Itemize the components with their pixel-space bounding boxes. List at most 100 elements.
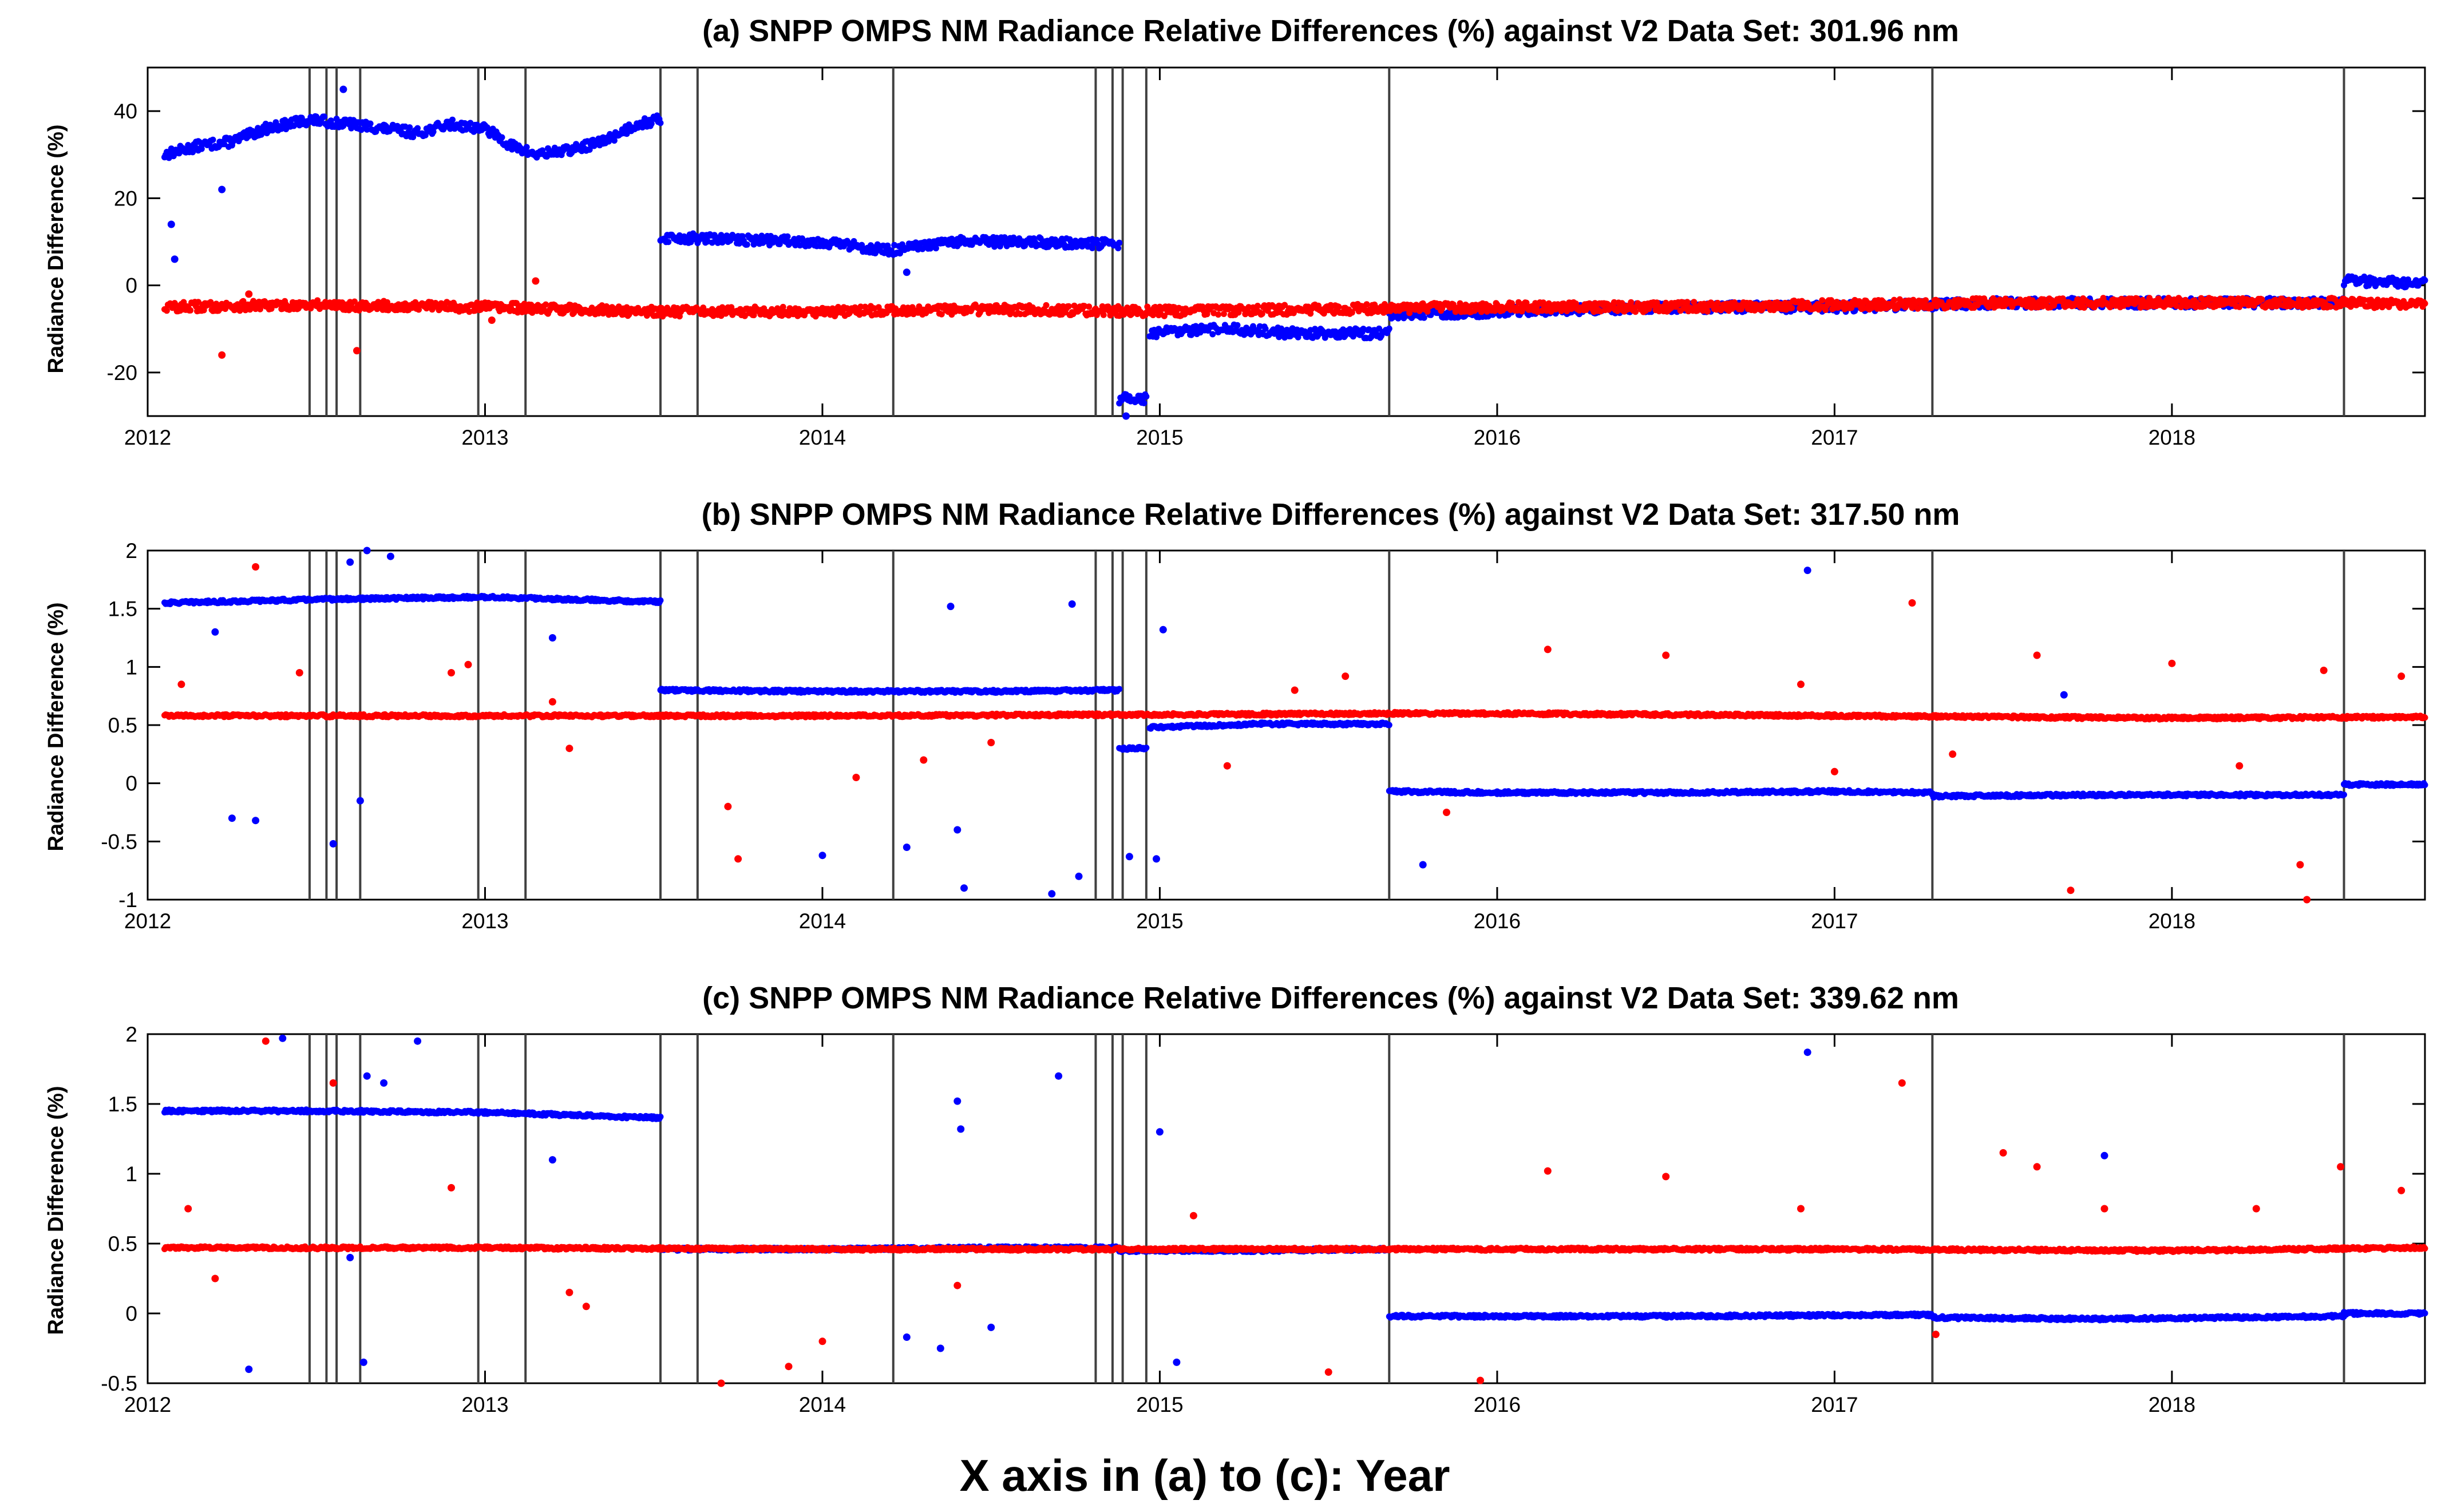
panel-b-xtick-label: 2016 [1474, 909, 1521, 933]
panel-a-data-point [290, 122, 297, 129]
panel-a-outlier-point [171, 255, 179, 263]
panel-a-data-point [1363, 301, 1370, 308]
panel-a-data-point [586, 147, 593, 153]
panel-a-outlier-point [218, 185, 226, 193]
panel-a-data-point [1335, 303, 1342, 310]
panel-a-outlier-point [339, 85, 347, 93]
panel-a-outlier-point [353, 347, 361, 355]
panel-a-data-point [449, 116, 456, 123]
panel-b-title: (b) SNPP OMPS NM Radiance Relative Diffe… [702, 497, 1960, 532]
panel-b-xtick-label: 2013 [461, 909, 508, 933]
panel-a-data-point [1141, 399, 1148, 406]
panel-a-data-point [2327, 303, 2334, 310]
panel-a-ytick-label: 40 [114, 100, 137, 123]
panel-a-xtick-label: 2012 [124, 426, 171, 449]
panel-b-xtick-label: 2014 [799, 909, 846, 933]
panel-a-data-point [648, 120, 655, 127]
panel-a-ytick-label: 20 [114, 187, 137, 210]
panel-a-data-point [2258, 296, 2265, 303]
panel-a-data-point [1215, 311, 1222, 318]
panel-a-data-point [991, 243, 998, 250]
panel-b-ytick-label: -1 [118, 888, 137, 912]
panel-b-ytick-label: 0 [125, 772, 137, 795]
panel-a-data-point [1632, 308, 1639, 315]
panel-a-data-point [255, 125, 262, 132]
panel-a-data-point [800, 237, 807, 244]
panel-a-xtick-label: 2014 [799, 426, 846, 449]
panel-a-data-point [1209, 331, 1216, 338]
panel-a-plot-area: 2012 2013 2014 2015 2016 2017 2018 -20 0 20 40 [107, 66, 2428, 449]
panel-a-data-point [897, 250, 903, 257]
panel-a-data-point [1234, 322, 1241, 328]
panel-a-data-point [1262, 326, 1269, 332]
panel-a-data-point [1116, 239, 1123, 246]
panel-a-data-point [340, 122, 347, 129]
panel-a-data-point [523, 144, 530, 151]
panel-a-ytick-label: 0 [125, 274, 137, 298]
panel-a-data-point [797, 242, 804, 249]
panel-a-data-point [410, 134, 417, 140]
panel-a-outlier-point [903, 268, 911, 276]
panel-a-data-point [665, 239, 672, 246]
panel-b-ytick-label: 1 [125, 655, 137, 679]
panel-a-data-point [406, 124, 413, 131]
panel-a: (a) SNPP OMPS NM Radiance Relative Diffe… [44, 14, 2428, 449]
panel-b-xtick-label: 2018 [2149, 909, 2195, 933]
panel-a-data-point [2422, 277, 2428, 284]
panel-a-ytick-label: -20 [107, 361, 137, 385]
panel-a-data-point [321, 113, 327, 120]
panel-b-xtick-label: 2012 [124, 909, 171, 933]
panel-a-data-point [611, 137, 618, 144]
panel-a-xtick-label: 2018 [2149, 426, 2195, 449]
panel-a-outlier-point [1122, 412, 1130, 420]
panel-a-data-point [221, 141, 228, 148]
panel-a-data-point [484, 124, 490, 131]
panel-b-data-point [657, 597, 664, 604]
panel-a-data-point [1819, 297, 1826, 304]
panel-a-data-point [367, 120, 374, 127]
panel-a-data-point [784, 233, 791, 240]
panel-a-data-point [543, 301, 549, 308]
panel-a-data-point [1089, 245, 1095, 251]
panel-a-outlier-point [245, 290, 253, 298]
panel-a-data-point [1153, 334, 1160, 341]
panel-a-data-point [1704, 308, 1711, 315]
panel-a-ylabel: Radiance Difference (%) [44, 124, 68, 373]
panel-a-data-point [776, 241, 783, 247]
panel-b-ylabel: Radiance Difference (%) [44, 602, 68, 851]
panel-a-data-point [1100, 311, 1107, 318]
panel-a-data-point [657, 120, 664, 126]
panel-a-data-point [2422, 300, 2428, 307]
panel-a-xtick-label: 2017 [1811, 426, 1858, 449]
panel-a-data-point [743, 241, 750, 248]
panel-a-data-point [1421, 314, 1427, 321]
panel-a-data-point [1922, 297, 1929, 304]
panel-a-data-point [313, 113, 320, 120]
panel-a-data-point [363, 126, 370, 133]
panel-a-axes-box [147, 66, 2426, 417]
panel-a-data-point [1115, 245, 1122, 252]
panel-a-data-point [430, 128, 437, 135]
panel-a-outlier-point [218, 351, 226, 359]
panel-b-ytick-label: 2 [125, 539, 137, 563]
panel-b-xtick-label: 2017 [1811, 909, 1858, 933]
panel-a-data-point [1086, 303, 1093, 310]
panel-b-ytick-label: 1.5 [108, 597, 137, 621]
panel-a-data-point [932, 245, 939, 252]
panel-a-data-point [1376, 325, 1383, 332]
panel-a-outlier-point [488, 316, 496, 324]
panel-a-data-point [1256, 323, 1263, 330]
panel-a-title: (a) SNPP OMPS NM Radiance Relative Diffe… [702, 14, 1959, 48]
panel-a-xtick-label: 2013 [461, 426, 508, 449]
panel-a-data-point [1891, 296, 1897, 303]
panel-b-ytick-label: 0.5 [108, 714, 137, 737]
panel-a-xtick-label: 2016 [1474, 426, 1521, 449]
panel-a-data-point [1276, 334, 1283, 341]
panel-a-xtick-label: 2015 [1136, 426, 1183, 449]
panel-a-data-point [498, 134, 505, 141]
panel-a-data-point [163, 307, 170, 314]
panel-a-data-point [1714, 299, 1721, 306]
panel-a-data-point [1322, 334, 1328, 341]
